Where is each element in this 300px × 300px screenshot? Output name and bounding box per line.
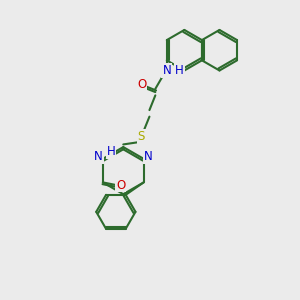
Text: N: N [144,150,152,163]
Text: S: S [138,130,145,143]
Text: N: N [162,64,171,77]
Text: O: O [116,178,125,191]
Text: H: H [107,145,116,158]
Text: N: N [94,150,103,163]
Text: H: H [175,64,184,77]
Text: O: O [137,78,146,92]
